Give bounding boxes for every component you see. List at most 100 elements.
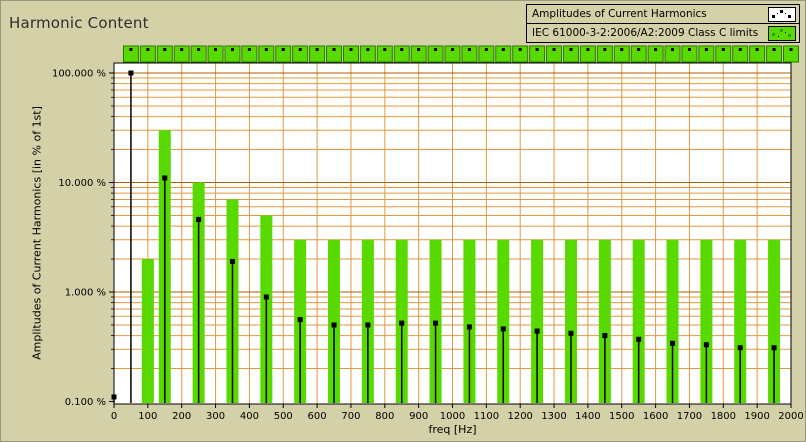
pass-indicator — [342, 45, 359, 63]
measured-marker — [534, 328, 540, 334]
limit-bar — [531, 239, 544, 403]
pass-indicator — [546, 45, 563, 63]
y-tick-label: 100.000 % — [52, 69, 106, 80]
measured-marker — [466, 324, 472, 330]
x-axis-title: freq [Hz] — [428, 423, 476, 436]
green-bar-marker-icon[interactable] — [768, 25, 796, 41]
pass-indicator — [427, 45, 444, 63]
x-tick-label: 500 — [274, 411, 293, 422]
pass-indicator — [766, 45, 783, 63]
pass-indicator — [309, 45, 326, 63]
x-tick-label: 300 — [206, 411, 225, 422]
y-tick-label: 10.000 % — [58, 178, 106, 189]
measured-marker — [602, 333, 608, 339]
legend-item-amplitudes[interactable]: Amplitudes of Current Harmonics — [527, 5, 799, 23]
x-tick-label: 1400 — [575, 411, 600, 422]
y-axis-ticks: 100.000 % 10.000 % 1.000 % 0.100 % — [52, 69, 114, 408]
limit-bar — [700, 239, 713, 403]
pass-indicator — [698, 45, 715, 63]
pass-indicator — [326, 45, 343, 63]
pass-indicator — [562, 45, 579, 63]
pass-indicator — [156, 45, 173, 63]
legend-item-iec-limits-label: IEC 61000-3-2:2006/A2:2009 Class C limit… — [532, 27, 759, 39]
measured-marker — [399, 320, 405, 326]
pass-indicator — [783, 45, 799, 63]
scatter-marker-icon[interactable] — [768, 6, 796, 22]
x-tick-label: 2000 — [778, 411, 803, 422]
limit-bar — [463, 239, 476, 403]
pass-indicator — [596, 45, 613, 63]
pass-indicator — [376, 45, 393, 63]
limit-bar — [666, 239, 679, 403]
plot-legend: Amplitudes of Current Harmonics IEC 6100… — [526, 4, 800, 43]
pass-indicator — [715, 45, 732, 63]
measured-marker — [365, 322, 371, 328]
measured-marker — [433, 320, 439, 326]
pass-indicator — [749, 45, 766, 63]
pass-indicator — [224, 45, 241, 63]
x-tick-label: 0 — [111, 411, 117, 422]
measured-marker — [568, 330, 574, 336]
pass-indicator — [258, 45, 275, 63]
x-tick-label: 200 — [172, 411, 191, 422]
pass-indicator — [579, 45, 596, 63]
pass-indicator — [444, 45, 461, 63]
limit-bar — [497, 239, 510, 403]
pass-indicator — [478, 45, 495, 63]
measured-marker — [703, 342, 709, 348]
y-tick-label: 0.100 % — [65, 397, 106, 408]
limit-bar — [141, 259, 154, 403]
pass-indicator — [410, 45, 427, 63]
measured-marker — [196, 216, 202, 222]
measured-marker — [500, 326, 506, 332]
limit-bar — [564, 239, 577, 403]
x-tick-label: 1000 — [440, 411, 465, 422]
x-tick-label: 1600 — [643, 411, 668, 422]
pass-indicator — [681, 45, 698, 63]
page-title: Harmonic Content — [9, 14, 149, 32]
measured-marker — [636, 336, 642, 342]
pass-indicator — [613, 45, 630, 63]
pass-indicator — [647, 45, 664, 63]
measured-markers — [111, 70, 777, 403]
limit-bar — [632, 239, 645, 403]
pass-indicator — [173, 45, 190, 63]
pass-indicator — [359, 45, 376, 63]
pass-indicator — [190, 45, 207, 63]
pass-indicator — [630, 45, 647, 63]
pass-indicator — [139, 45, 156, 63]
x-tick-label: 1300 — [541, 411, 566, 422]
x-tick-label: 1500 — [609, 411, 634, 422]
limit-bar — [768, 239, 781, 403]
x-tick-label: 800 — [375, 411, 394, 422]
x-tick-label: 600 — [308, 411, 327, 422]
x-tick-label: 700 — [341, 411, 360, 422]
pass-indicator — [275, 45, 292, 63]
x-tick-label: 1200 — [507, 411, 532, 422]
measured-marker — [771, 345, 777, 351]
pass-indicator — [461, 45, 478, 63]
x-tick-label: 100 — [138, 411, 157, 422]
pass-indicator — [241, 45, 258, 63]
limit-bar — [734, 239, 747, 403]
x-tick-label: 1900 — [744, 411, 769, 422]
legend-item-iec-limits[interactable]: IEC 61000-3-2:2006/A2:2009 Class C limit… — [527, 23, 799, 42]
pass-indicator — [207, 45, 224, 63]
pass-indicator — [122, 45, 139, 63]
measured-marker — [128, 70, 134, 76]
measured-marker — [331, 322, 337, 328]
legend-item-amplitudes-label: Amplitudes of Current Harmonics — [532, 8, 707, 20]
x-tick-label: 1100 — [474, 411, 499, 422]
x-tick-label: 400 — [240, 411, 259, 422]
pass-indicator — [732, 45, 749, 63]
limit-bar — [598, 239, 611, 403]
measured-marker — [670, 340, 676, 346]
limit-bar — [328, 239, 341, 403]
measured-marker — [162, 175, 168, 181]
pass-indicator — [664, 45, 681, 63]
pass-indicator — [495, 45, 512, 63]
x-axis-ticks: 0 100 200 300 400 500 600 700 800 900 1000 1100 1200… — [111, 404, 804, 422]
pass-indicator — [292, 45, 309, 63]
measured-marker — [263, 294, 269, 300]
